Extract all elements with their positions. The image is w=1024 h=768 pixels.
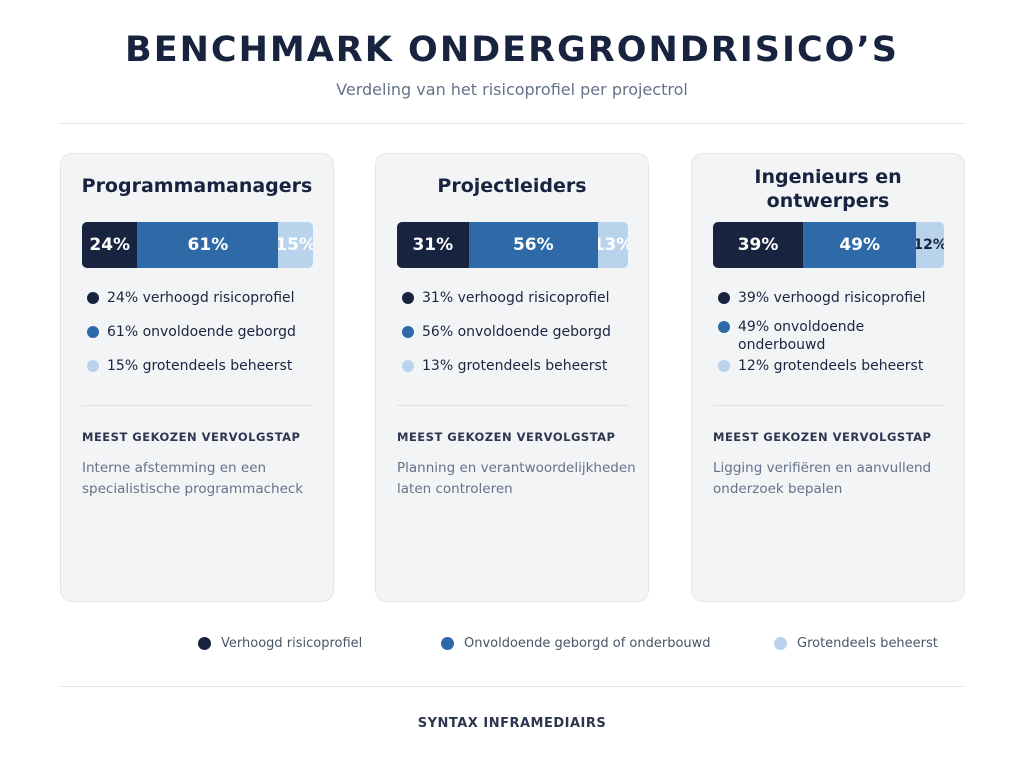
list-item-text: 24% verhoogd risicoprofiel bbox=[107, 290, 295, 306]
dot-low bbox=[402, 360, 414, 372]
card-divider bbox=[713, 405, 944, 406]
dot-high bbox=[718, 292, 730, 304]
legend-item-medium: Onvoldoende geborgd of onderbouwd bbox=[441, 636, 711, 651]
page-subtitle: Verdeling van het risicoprofiel per proj… bbox=[336, 80, 688, 99]
bar-segment-medium: 49% bbox=[803, 222, 917, 268]
bar-segment-medium: 61% bbox=[137, 222, 279, 268]
list-item: 12% grotendeels beheerst bbox=[718, 357, 943, 375]
bar-segment-high: 24% bbox=[82, 222, 138, 268]
dot-low bbox=[718, 360, 730, 372]
card-divider bbox=[82, 405, 313, 406]
legend-label: Onvoldoende geborgd of onderbouwd bbox=[464, 636, 711, 651]
card-divider bbox=[397, 405, 628, 406]
next-step-text: Planning en verantwoordelijkheden laten … bbox=[397, 460, 636, 497]
card-programmamanagers: Programmamanagers 24% 61% 15% 24% verhoo… bbox=[60, 153, 334, 602]
dot-high bbox=[87, 292, 99, 304]
legend-label: Verhoogd risicoprofiel bbox=[221, 636, 363, 651]
chart-legend: Verhoogd risicoprofiel Onvoldoende gebor… bbox=[0, 636, 1024, 656]
page-title: BENCHMARK ONDERGRONDRISICO’S bbox=[125, 30, 899, 70]
stacked-bar: 39% 49% 12% bbox=[713, 222, 944, 268]
legend-label: Grotendeels beheerst bbox=[797, 636, 938, 651]
bar-segment-low: 15% bbox=[278, 222, 313, 268]
card-projectleiders: Projectleiders 31% 56% 13% 31% verhoogd … bbox=[375, 153, 649, 602]
bar-segment-low: 13% bbox=[597, 222, 628, 268]
next-step-label: MEEST GEKOZEN VERVOLGSTAP bbox=[713, 430, 932, 444]
list-item-text: 13% grotendeels beheerst bbox=[422, 358, 608, 374]
card-title: Projectleiders bbox=[437, 175, 587, 197]
list-item-text: 12% grotendeels beheerst bbox=[738, 358, 924, 374]
bar-segment-medium: 56% bbox=[468, 222, 598, 268]
next-step-text: Interne afstemming en een specialistisch… bbox=[82, 460, 304, 497]
dot-medium bbox=[718, 321, 730, 333]
dot-low bbox=[87, 360, 99, 372]
next-step-label: MEEST GEKOZEN VERVOLGSTAP bbox=[397, 430, 616, 444]
top-divider bbox=[60, 123, 964, 124]
legend-dot-low bbox=[774, 637, 787, 650]
list-item-text: 61% onvoldoende geborgd bbox=[107, 324, 296, 340]
legend-dot-high bbox=[198, 637, 211, 650]
list-item: 39% verhoogd risicoprofiel bbox=[718, 289, 943, 307]
legend-item-high: Verhoogd risicoprofiel bbox=[198, 636, 362, 651]
list-item: 31% verhoogd risicoprofiel bbox=[402, 289, 627, 307]
legend-dot-medium bbox=[441, 637, 454, 650]
list-item: 24% verhoogd risicoprofiel bbox=[87, 289, 312, 307]
dot-medium bbox=[87, 326, 99, 338]
list-item: 61% onvoldoende geborgd bbox=[87, 323, 312, 341]
dot-high bbox=[402, 292, 414, 304]
list-item-text: 15% grotendeels beheerst bbox=[107, 358, 293, 374]
next-step-text: Ligging verifiëren en aanvullend onderzo… bbox=[713, 460, 932, 497]
list-item: 15% grotendeels beheerst bbox=[87, 357, 312, 375]
list-item-text: 39% verhoogd risicoprofiel bbox=[738, 290, 926, 306]
card-ingenieurs-en-ontwerpers: Ingenieurs en ontwerpers 39% 49% 12% 39%… bbox=[691, 153, 965, 602]
bar-segment-high: 39% bbox=[713, 222, 804, 268]
bar-segment-high: 31% bbox=[397, 222, 469, 268]
bottom-divider bbox=[60, 686, 964, 687]
list-item-text: 49% onvoldoende onderbouwd bbox=[738, 319, 865, 353]
stacked-bar: 31% 56% 13% bbox=[397, 222, 628, 268]
footer-brand: SYNTAX INFRAMEDIAIRS bbox=[417, 716, 607, 731]
card-title: Programmamanagers bbox=[81, 175, 313, 197]
list-item: 13% grotendeels beheerst bbox=[402, 357, 627, 375]
stacked-bar: 24% 61% 15% bbox=[82, 222, 313, 268]
list-item: 56% onvoldoende geborgd bbox=[402, 323, 627, 341]
card-title: Ingenieurs en ontwerpers bbox=[754, 166, 902, 212]
bar-segment-low: 12% bbox=[916, 222, 944, 268]
dot-medium bbox=[402, 326, 414, 338]
list-item: 49% onvoldoende onderbouwd bbox=[718, 318, 903, 354]
list-item-text: 56% onvoldoende geborgd bbox=[422, 324, 611, 340]
legend-item-low: Grotendeels beheerst bbox=[774, 636, 938, 651]
list-item-text: 31% verhoogd risicoprofiel bbox=[422, 290, 610, 306]
next-step-label: MEEST GEKOZEN VERVOLGSTAP bbox=[82, 430, 301, 444]
